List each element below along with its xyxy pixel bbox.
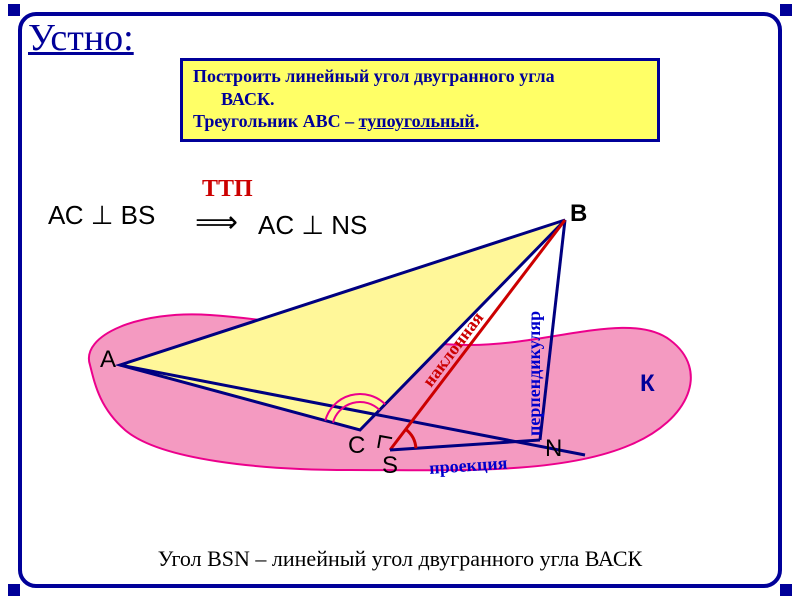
task-line1: Построить линейный угол двугранного угла	[193, 66, 555, 86]
label-B: В	[570, 200, 587, 228]
conclusion: Угол BSN – линейный угол двугранного угл…	[0, 546, 800, 572]
task-line3b: тупоугольный	[359, 111, 475, 131]
corner-tr	[780, 4, 792, 16]
label-S: S	[382, 452, 398, 480]
label-K: К	[640, 370, 655, 398]
page-title: Устно:	[28, 16, 134, 60]
corner-br	[780, 584, 792, 596]
diagram: А В С S N К наклонная проекция перпендик…	[70, 190, 730, 520]
task-line3c: .	[475, 111, 480, 131]
label-perp: перпендикуляр	[524, 311, 545, 436]
label-N: N	[545, 435, 562, 463]
corner-tl	[8, 4, 20, 16]
task-line2: ВАСК.	[193, 89, 275, 109]
task-line3a: Треугольник АВС –	[193, 111, 359, 131]
label-A: А	[100, 346, 116, 374]
task-box: Построить линейный угол двугранного угла…	[180, 58, 660, 142]
label-C: С	[348, 432, 365, 460]
corner-bl	[8, 584, 20, 596]
